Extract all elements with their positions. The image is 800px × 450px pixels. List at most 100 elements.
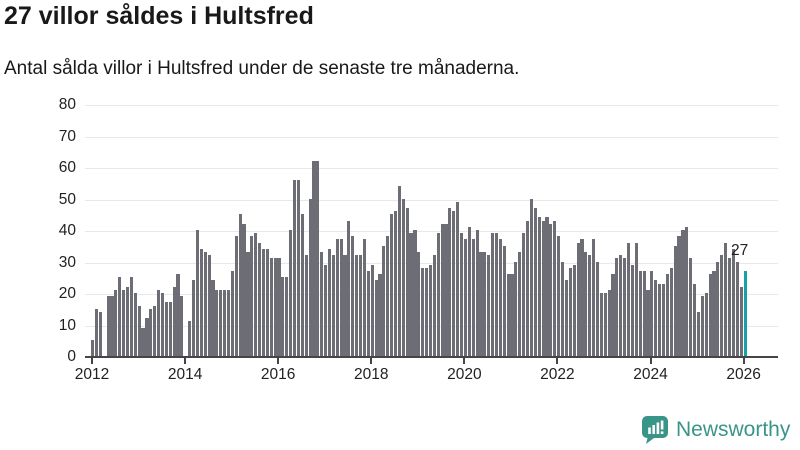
bar: [261, 248, 266, 356]
bar: [401, 198, 405, 356]
bar: [133, 293, 137, 356]
bar: [685, 226, 689, 356]
bar: [693, 283, 697, 356]
bar: [724, 242, 728, 356]
bar: [673, 245, 677, 356]
bar: [727, 258, 732, 356]
bar: [502, 245, 506, 356]
bar: [498, 239, 502, 356]
bar: [518, 252, 522, 356]
bar: [176, 274, 180, 356]
x-tick-label-2018: 2018: [354, 366, 389, 383]
gridline-50: [85, 199, 778, 201]
x-axis-line: [85, 356, 778, 358]
bar: [125, 286, 130, 356]
bar: [654, 280, 658, 356]
bar: [665, 274, 669, 356]
bar: [677, 236, 681, 356]
bar: [304, 255, 308, 356]
bar: [141, 327, 145, 356]
bar: [281, 277, 285, 356]
bar: [382, 245, 386, 356]
bar: [658, 283, 662, 356]
bar: [537, 217, 541, 356]
bar: [568, 267, 572, 356]
bar: [611, 274, 615, 356]
bar: [553, 220, 557, 356]
bar: [339, 239, 343, 356]
bar: [700, 296, 704, 356]
bar: [413, 230, 417, 356]
x-tick-2014: [184, 357, 187, 364]
bar: [483, 252, 487, 356]
bar: [642, 270, 646, 356]
bar: [199, 248, 203, 356]
x-tick-2016: [277, 357, 280, 364]
bar: [428, 264, 433, 356]
bar: [576, 242, 580, 356]
bar: [347, 220, 351, 356]
bar: [720, 255, 724, 356]
bar: [238, 214, 242, 356]
bar: [191, 280, 196, 356]
bar: [122, 289, 126, 356]
bar: [557, 236, 561, 356]
bar: [370, 264, 374, 356]
bar: [619, 255, 623, 356]
bar: [366, 270, 370, 356]
x-tick-label-2012: 2012: [74, 366, 110, 383]
bar: [444, 223, 448, 356]
bar: [269, 258, 273, 356]
bar: [98, 311, 102, 356]
bar: [106, 296, 110, 356]
bar: [250, 236, 254, 356]
bar: [603, 293, 607, 356]
bar: [374, 280, 378, 356]
bar: [129, 277, 133, 356]
x-tick-2024: [649, 357, 652, 364]
bar: [463, 239, 467, 356]
bar: [215, 289, 219, 356]
bar: [592, 239, 596, 356]
bar: [393, 211, 398, 356]
bar: [459, 233, 464, 356]
gridline-40: [85, 231, 778, 232]
bar: [320, 252, 324, 356]
bar: [386, 236, 390, 356]
bar: [533, 207, 537, 356]
bar: [425, 267, 429, 356]
x-tick-label-2016: 2016: [260, 366, 296, 383]
bar: [234, 236, 238, 356]
bar: [211, 280, 215, 356]
y-tick-label-60: 60: [58, 159, 76, 176]
last-value-label: 27: [731, 242, 749, 259]
bar: [650, 270, 654, 356]
bar: [172, 286, 176, 356]
bar: [195, 230, 199, 356]
bar: [475, 230, 479, 356]
bar: [607, 289, 611, 356]
bar: [168, 302, 172, 356]
x-tick-2020: [463, 357, 466, 364]
bar: [545, 217, 549, 356]
bar: [467, 226, 471, 356]
bar: [335, 239, 339, 356]
bar: [258, 242, 262, 356]
x-tick-label-2024: 2024: [633, 366, 668, 383]
x-tick-2012: [91, 357, 93, 364]
bar: [630, 264, 635, 356]
bar: [203, 252, 207, 356]
bar: [242, 223, 246, 356]
bar: [207, 255, 211, 356]
bar: [634, 242, 638, 356]
bar: [494, 233, 499, 356]
bar: [114, 289, 118, 356]
bar: [479, 252, 483, 356]
bar: [689, 258, 693, 356]
bar: [487, 255, 491, 356]
bar: [277, 258, 281, 356]
highlighted-latest-bar: [743, 270, 747, 356]
x-tick-2018: [370, 357, 373, 364]
bar: [378, 274, 382, 356]
